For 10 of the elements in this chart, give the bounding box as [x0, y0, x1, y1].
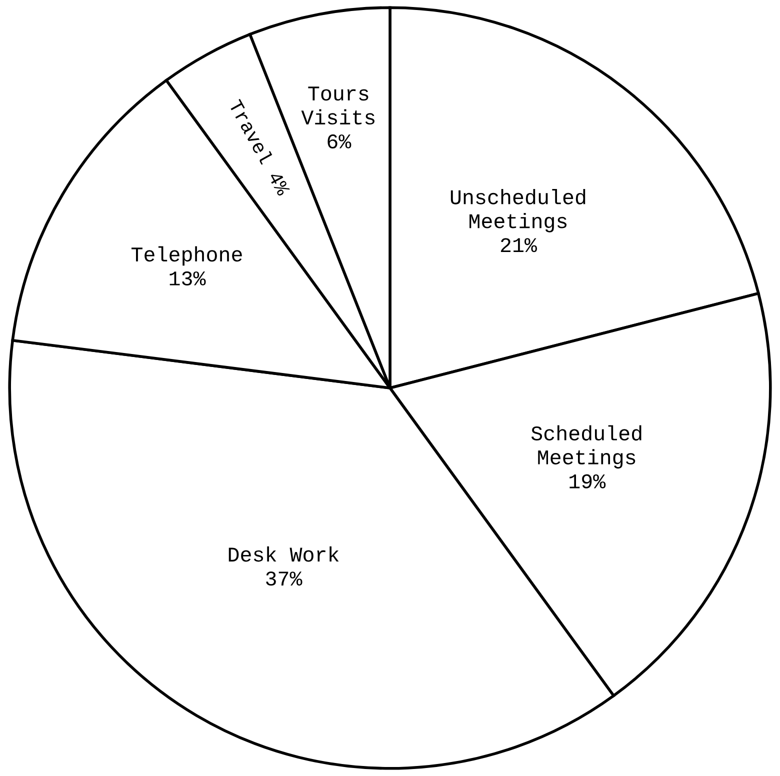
data-label: 19%	[570, 474, 606, 488]
slice-label: Telephone	[132, 246, 242, 266]
slice-label: Desk Work	[228, 546, 339, 562]
slice-label: Tours Visits	[301, 86, 374, 125]
data-label: 6%	[328, 134, 352, 149]
slice-label: Unscheduled Meetings	[450, 189, 586, 232]
data-label: 37%	[266, 572, 302, 586]
data-label: 13%	[170, 271, 206, 286]
slice-label: Scheduled Meetings	[531, 425, 642, 469]
data-label: 21%	[500, 238, 537, 252]
